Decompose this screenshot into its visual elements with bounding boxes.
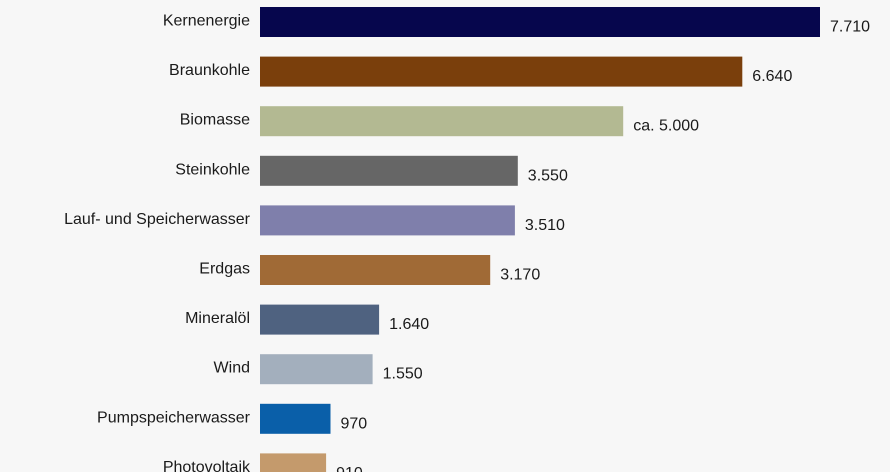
category-label-wind: Wind xyxy=(214,360,250,377)
category-label-mineraloel: Mineralöl xyxy=(185,310,250,327)
category-label-braunkohle: Braunkohle xyxy=(169,62,250,79)
category-label-pumpspeicherwasser: Pumpspeicherwasser xyxy=(97,409,251,426)
value-label-mineraloel: 1.640 xyxy=(389,316,429,333)
value-label-wind: 1.550 xyxy=(383,366,423,383)
value-label-lauf-und-speicherwasser: 3.510 xyxy=(525,217,565,234)
value-labels-group: 7.710 6.640 ca. 5.000 3.550 3.510 3.170 1.640 1… xyxy=(336,19,870,472)
bar-mineraloel xyxy=(260,304,380,335)
value-label-pumpspeicherwasser: 970 xyxy=(341,415,368,432)
category-label-lauf-und-speicherwasser: Lauf- und Speicherwasser xyxy=(64,211,251,228)
bar-erdgas xyxy=(260,255,491,285)
bar-braunkohle xyxy=(260,56,743,87)
category-label-erdgas: Erdgas xyxy=(199,261,250,278)
value-label-erdgas: 3.170 xyxy=(500,267,540,284)
bar-steinkohle xyxy=(260,155,518,186)
value-label-steinkohle: 3.550 xyxy=(528,167,568,184)
category-label-steinkohle: Steinkohle xyxy=(175,161,250,178)
category-labels-group: Kernenergie Braunkohle Biomasse Steinkohle L… xyxy=(64,13,251,472)
value-label-biomasse: ca. 5.000 xyxy=(633,118,699,135)
bar-kernenergie xyxy=(260,7,820,37)
bar-photovoltaik xyxy=(260,453,327,472)
bar-pumpspeicherwasser xyxy=(260,403,331,434)
value-label-braunkohle: 6.640 xyxy=(752,68,792,85)
bar-biomasse xyxy=(260,106,624,137)
bar-lauf-und-speicherwasser xyxy=(260,205,515,236)
value-label-photovoltaik: 910 xyxy=(336,465,363,472)
category-label-photovoltaik: Photovoltaik xyxy=(163,459,251,472)
category-label-biomasse: Biomasse xyxy=(180,112,250,129)
value-label-kernenergie: 7.710 xyxy=(830,19,870,36)
bars-group xyxy=(260,7,820,472)
bar-wind xyxy=(260,354,373,385)
category-label-kernenergie: Kernenergie xyxy=(163,13,250,30)
